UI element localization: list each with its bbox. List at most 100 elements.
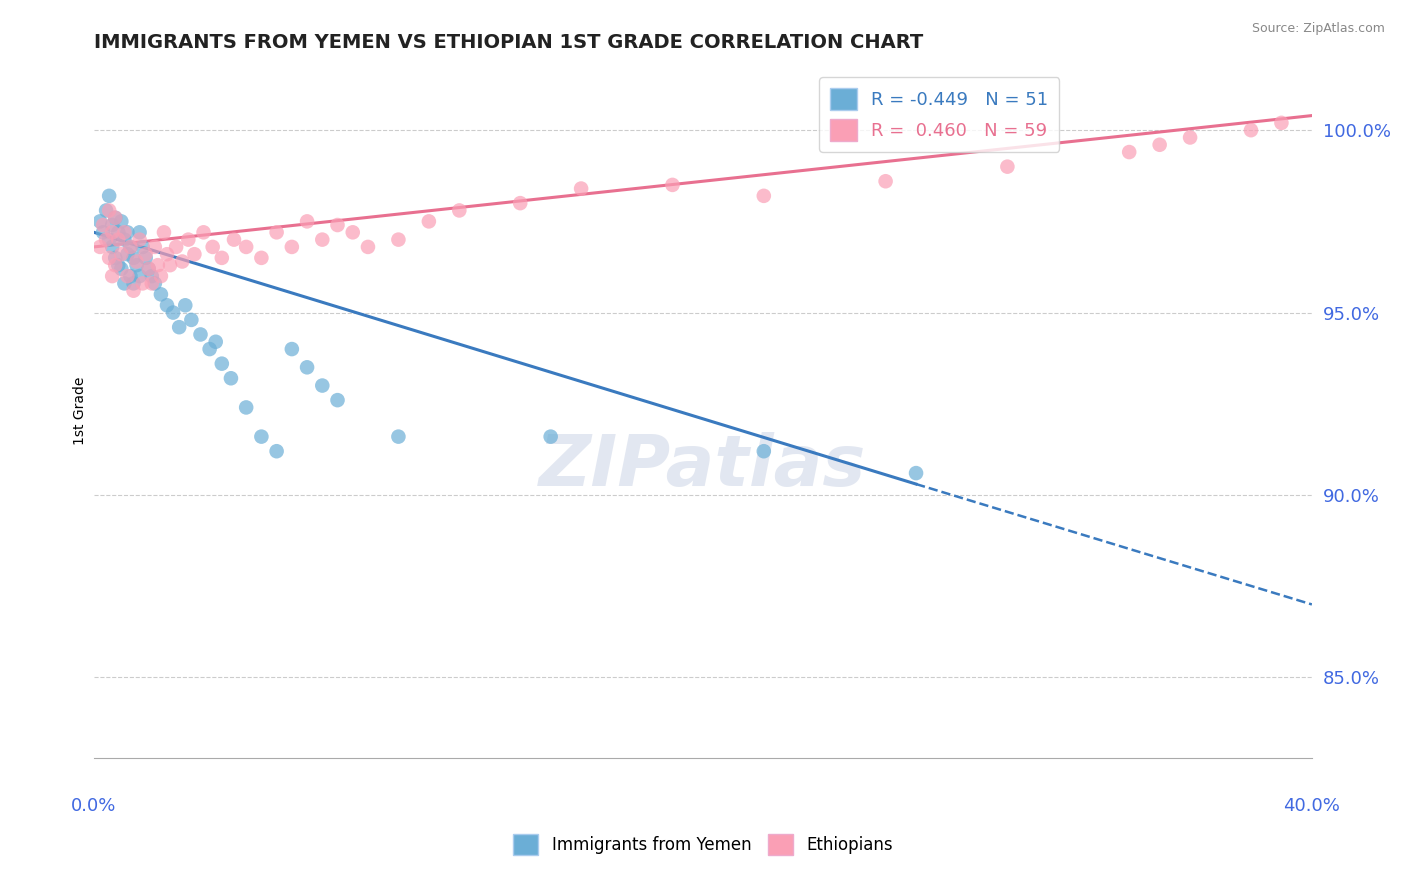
Point: [1178, 130, 1201, 145]
Point: [357, 240, 380, 254]
Point: [165, 240, 187, 254]
Point: [89, 214, 111, 228]
Point: [167, 320, 190, 334]
Point: [98, 251, 121, 265]
Point: [449, 203, 471, 218]
Point: [752, 189, 775, 203]
Point: [177, 233, 200, 247]
Point: [198, 342, 221, 356]
Point: [131, 240, 153, 254]
Point: [250, 251, 273, 265]
Point: [117, 247, 139, 261]
Point: [1118, 145, 1140, 159]
Point: [342, 225, 364, 239]
Point: [110, 261, 132, 276]
Point: [110, 214, 132, 228]
Point: [89, 240, 111, 254]
Text: 40.0%: 40.0%: [1284, 797, 1340, 814]
Point: [418, 214, 440, 228]
Point: [149, 287, 172, 301]
Point: [91, 218, 114, 232]
Point: [180, 313, 202, 327]
Point: [112, 225, 135, 239]
Legend: Immigrants from Yemen, Ethiopians: Immigrants from Yemen, Ethiopians: [506, 828, 900, 862]
Point: [250, 429, 273, 443]
Point: [156, 247, 179, 261]
Point: [211, 251, 233, 265]
Point: [201, 240, 224, 254]
Point: [266, 225, 288, 239]
Point: [98, 189, 121, 203]
Point: [120, 269, 142, 284]
Point: [311, 233, 333, 247]
Point: [569, 181, 592, 195]
Point: [91, 225, 114, 239]
Point: [122, 277, 145, 291]
Point: [509, 196, 531, 211]
Point: [135, 251, 157, 265]
Point: [172, 254, 194, 268]
Point: [211, 357, 233, 371]
Point: [162, 305, 184, 319]
Text: ZIPatlas: ZIPatlas: [540, 432, 866, 501]
Point: [143, 240, 166, 254]
Point: [101, 269, 124, 284]
Point: [117, 269, 139, 284]
Point: [222, 233, 245, 247]
Point: [281, 240, 304, 254]
Point: [138, 261, 160, 276]
Point: [540, 429, 562, 443]
Point: [128, 225, 150, 239]
Point: [235, 401, 257, 415]
Point: [104, 211, 127, 225]
Point: [995, 160, 1018, 174]
Point: [110, 247, 132, 261]
Point: [128, 269, 150, 284]
Point: [174, 298, 197, 312]
Point: [190, 327, 212, 342]
Point: [131, 277, 153, 291]
Point: [153, 225, 176, 239]
Point: [101, 218, 124, 232]
Point: [149, 269, 172, 284]
Point: [235, 240, 257, 254]
Point: [387, 429, 409, 443]
Y-axis label: 1st Grade: 1st Grade: [73, 377, 87, 445]
Point: [219, 371, 242, 385]
Point: [120, 240, 142, 254]
Point: [281, 342, 304, 356]
Point: [94, 233, 117, 247]
Point: [117, 225, 139, 239]
Point: [875, 174, 897, 188]
Point: [107, 233, 129, 247]
Point: [101, 225, 124, 239]
Point: [98, 203, 121, 218]
Point: [125, 258, 148, 272]
Point: [905, 466, 928, 480]
Point: [156, 298, 179, 312]
Point: [159, 258, 181, 272]
Point: [107, 258, 129, 272]
Legend: R = -0.449   N = 51, R =  0.460   N = 59: R = -0.449 N = 51, R = 0.460 N = 59: [818, 77, 1059, 152]
Point: [141, 269, 163, 284]
Point: [104, 251, 127, 265]
Text: IMMIGRANTS FROM YEMEN VS ETHIOPIAN 1ST GRADE CORRELATION CHART: IMMIGRANTS FROM YEMEN VS ETHIOPIAN 1ST G…: [94, 33, 924, 52]
Point: [120, 240, 142, 254]
Point: [1149, 137, 1171, 152]
Text: Source: ZipAtlas.com: Source: ZipAtlas.com: [1251, 22, 1385, 36]
Point: [104, 211, 127, 225]
Point: [143, 277, 166, 291]
Point: [107, 225, 129, 239]
Point: [128, 233, 150, 247]
Text: 0.0%: 0.0%: [72, 797, 117, 814]
Point: [101, 240, 124, 254]
Point: [141, 277, 163, 291]
Point: [122, 284, 145, 298]
Point: [1270, 116, 1292, 130]
Point: [138, 261, 160, 276]
Point: [752, 444, 775, 458]
Point: [266, 444, 288, 458]
Point: [104, 258, 127, 272]
Point: [311, 378, 333, 392]
Point: [183, 247, 205, 261]
